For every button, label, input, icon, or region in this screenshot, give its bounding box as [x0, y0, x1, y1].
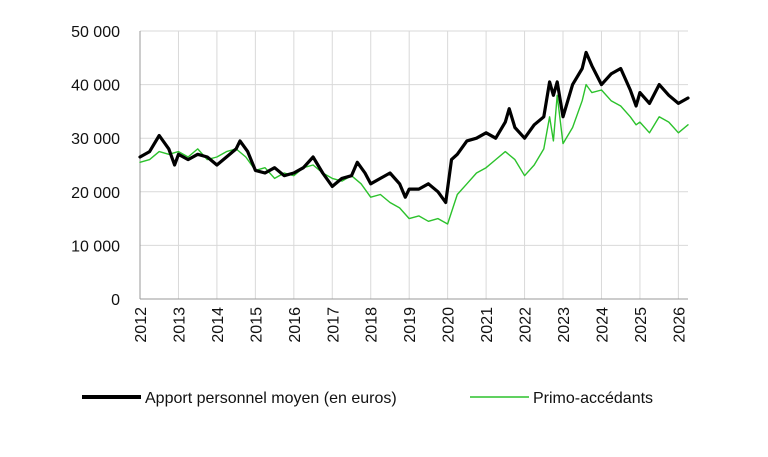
y-tick-label: 40 000	[71, 78, 120, 95]
x-tick-label: 2026	[671, 307, 688, 343]
legend-label-apport: Apport personnel moyen (en euros)	[145, 390, 397, 407]
x-tick-label: 2014	[210, 307, 227, 343]
x-tick-label: 2025	[633, 307, 650, 343]
x-tick-label: 2024	[594, 307, 611, 343]
x-tick-label: 2022	[518, 307, 535, 343]
y-tick-label: 0	[111, 292, 120, 309]
x-tick-label: 2020	[441, 307, 458, 343]
y-tick-label: 30 000	[71, 131, 120, 148]
series-line-apport	[138, 50, 690, 205]
legend-label-primo-accedants: Primo-accédants	[533, 390, 653, 407]
x-tick-label: 2018	[364, 307, 381, 343]
x-tick-label: 2023	[556, 307, 573, 343]
x-tick-label: 2021	[479, 307, 496, 343]
y-tick-label: 50 000	[71, 24, 120, 41]
x-axis-tick-labels: 2012 2013 2014 2015 2016 2017 2018 2019 2020 2021…	[133, 307, 688, 343]
chart-grid	[140, 30, 688, 299]
chart-legend: Apport personnel moyen (en euros) Primo-…	[82, 390, 653, 407]
x-tick-label: 2013	[171, 307, 188, 343]
chart-series	[138, 50, 690, 225]
x-tick-label: 2019	[402, 307, 419, 343]
y-tick-label: 20 000	[71, 185, 120, 202]
x-tick-label: 2016	[287, 307, 304, 343]
series-line-primo-accedants	[139, 83, 689, 225]
x-tick-label: 2015	[248, 307, 265, 343]
chart-axes	[139, 31, 688, 300]
y-axis-tick-labels: 0 10 000 20 000 30 000 40 000 50 000	[71, 24, 120, 309]
x-tick-label: 2017	[325, 307, 342, 343]
y-tick-label: 10 000	[71, 238, 120, 255]
x-tick-label: 2012	[133, 307, 150, 343]
